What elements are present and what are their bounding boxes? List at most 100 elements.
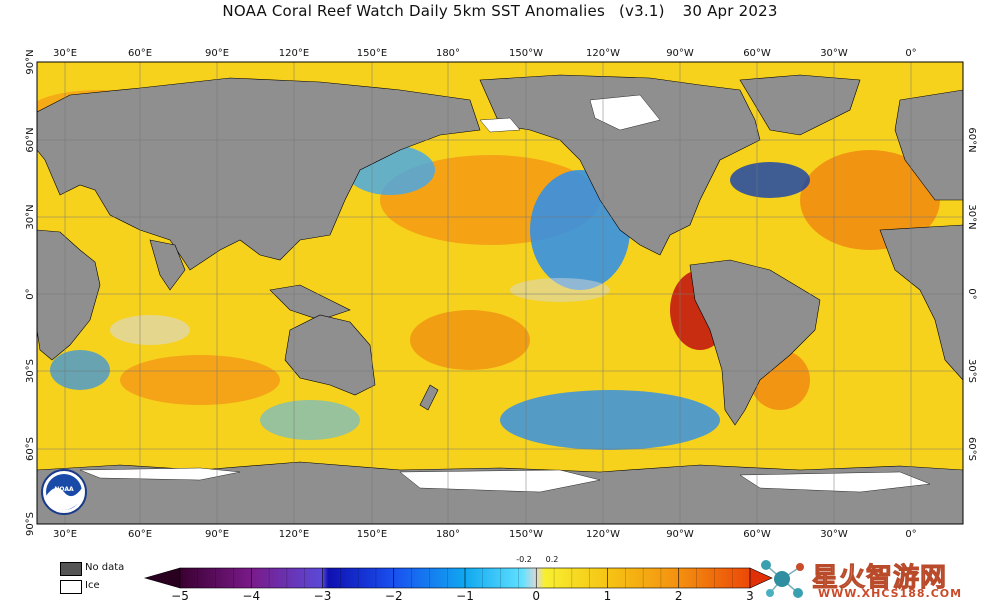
neutral-patch-indian (110, 315, 190, 345)
top-lon-label: 150°E (357, 48, 387, 59)
land-greenland (739, 74, 861, 136)
top-lon-label: 30°W (820, 48, 848, 59)
left-lat-label: 60°S (25, 437, 36, 461)
colorbar-tick-label: −2 (385, 589, 403, 603)
land-new-zealand (419, 384, 439, 411)
title-date: 30 Apr 2023 (682, 2, 778, 20)
left-lat-label: 30°S (25, 359, 36, 383)
bottom-lon-label: 90°W (666, 529, 694, 540)
land-south-america (689, 259, 821, 426)
right-lat-label: 30°S (966, 359, 977, 383)
land-australia (284, 314, 376, 396)
title-version: (v3.1) (618, 2, 665, 20)
colorbar-tick-label: 2 (675, 589, 683, 603)
no-data-swatch (60, 562, 82, 576)
right-lat-label: 0° (966, 288, 977, 299)
ice-patch-2 (399, 469, 601, 493)
bottom-longitude-labels: 30°E 60°E 90°E 120°E 150°E 180° 150°W 120°W 90°W… (53, 529, 917, 540)
right-latitude-labels: 60°N 30°N 0° 30°S 60°S (966, 127, 977, 461)
bottom-lon-label: 30°W (820, 529, 848, 540)
cool-anomaly-labrador (730, 162, 810, 198)
colorbar-low-arrow (143, 567, 181, 589)
land-india (149, 239, 186, 291)
warm-anomaly-north-atlantic (800, 150, 940, 250)
top-lon-label: 90°W (666, 48, 694, 59)
ice-swatch (60, 580, 82, 594)
colorbar-inner-tick-pos: 0.2 (546, 555, 559, 564)
colorbar-tick-label: 3 (746, 589, 754, 603)
colorbar-tick-label: 0 (532, 589, 540, 603)
warm-anomaly-indian-ocean (120, 355, 280, 405)
cool-anomaly-southeast-indian (260, 400, 360, 440)
bottom-lon-label: 150°E (357, 529, 387, 540)
left-lat-label: 90°N (25, 49, 36, 74)
ice-patch-bering (479, 117, 521, 133)
left-lat-label: 30°N (25, 204, 36, 229)
noaa-logo: NOAA (41, 469, 87, 515)
watermark-text: 星火智游网 (811, 563, 948, 594)
bottom-lon-label: 60°E (128, 529, 152, 540)
left-lat-label: 90°S (25, 512, 36, 536)
colorbar-tick-label: −3 (314, 589, 332, 603)
bottom-lon-label: 120°E (279, 529, 309, 540)
bottom-lon-label: 120°W (586, 529, 620, 540)
right-lat-label: 30°N (966, 204, 977, 229)
bottom-lon-label: 0° (905, 529, 916, 540)
top-lon-label: 180° (436, 48, 460, 59)
land-west-africa (879, 224, 963, 381)
ice-label: Ice (85, 580, 100, 591)
ice-patch-arctic (589, 94, 661, 131)
neutral-patch-equatorial (510, 278, 610, 302)
top-lon-label: 150°W (509, 48, 543, 59)
top-lon-label: 60°E (128, 48, 152, 59)
graticule (37, 62, 963, 524)
land-eurasia (37, 77, 481, 271)
map-area (37, 62, 963, 524)
title-text: NOAA Coral Reef Watch Daily 5km SST Anom… (222, 2, 605, 20)
top-lon-label: 120°W (586, 48, 620, 59)
top-lon-label: 60°W (743, 48, 771, 59)
land (37, 74, 963, 524)
page-title: NOAA Coral Reef Watch Daily 5km SST Anom… (0, 2, 1000, 20)
colorbar-inner-tick-neg: -0.2 (516, 555, 532, 564)
watermark-url: WWW.XHCS188.COM (818, 587, 963, 600)
cool-anomaly-southern-pacific (500, 390, 720, 450)
bottom-lon-label: 30°E (53, 529, 77, 540)
ice-patch-3 (739, 471, 931, 493)
svg-text:NOAA: NOAA (54, 486, 74, 493)
cool-anomaly-south-indian (50, 350, 110, 390)
left-lat-label: 60°N (25, 127, 36, 152)
map-frame (36, 61, 964, 525)
watermark: 星火智游网 WWW.XHCS188.COM (754, 555, 994, 601)
top-longitude-labels: 30°E 60°E 90°E 120°E 150°E 180° 150°W 120°W 90°W… (53, 48, 917, 59)
warm-anomaly-south-pacific (410, 310, 530, 370)
ice-patch-1 (79, 467, 241, 481)
colorbar-high-arrow (749, 567, 773, 589)
colorbar-tick-label: 1 (604, 589, 612, 603)
bottom-lon-label: 180° (436, 529, 460, 540)
colorbar-tick-label: −5 (171, 589, 189, 603)
bottom-lon-label: 150°W (509, 529, 543, 540)
colorbar-tick-label: −4 (242, 589, 260, 603)
top-lon-label: 0° (905, 48, 916, 59)
colorbar-tick-labels: −5 −4 −3 −2 −1 0 1 2 3 (171, 589, 754, 603)
colorbar-dividers (197, 568, 733, 588)
land-africa (37, 229, 101, 361)
right-lat-label: 60°N (966, 127, 977, 152)
land-europe (894, 89, 963, 201)
top-lon-label: 90°E (205, 48, 229, 59)
top-lon-label: 30°E (53, 48, 77, 59)
right-lat-label: 60°S (966, 437, 977, 461)
no-data-label: No data (85, 562, 125, 573)
bottom-lon-label: 90°E (205, 529, 229, 540)
bottom-lon-label: 60°W (743, 529, 771, 540)
sea-ice (79, 94, 931, 493)
colorbar: −5 −4 −3 −2 −1 0 1 2 3 -0.2 0.2 (143, 555, 773, 603)
land-antarctica (37, 461, 963, 524)
network-nodes-icon (761, 560, 804, 598)
left-latitude-labels: 90°N 60°N 30°N 0° 30°S 60°S 90°S (25, 49, 36, 536)
left-lat-label: 0° (25, 288, 36, 299)
top-lon-label: 120°E (279, 48, 309, 59)
colorbar-tick-label: −1 (456, 589, 474, 603)
